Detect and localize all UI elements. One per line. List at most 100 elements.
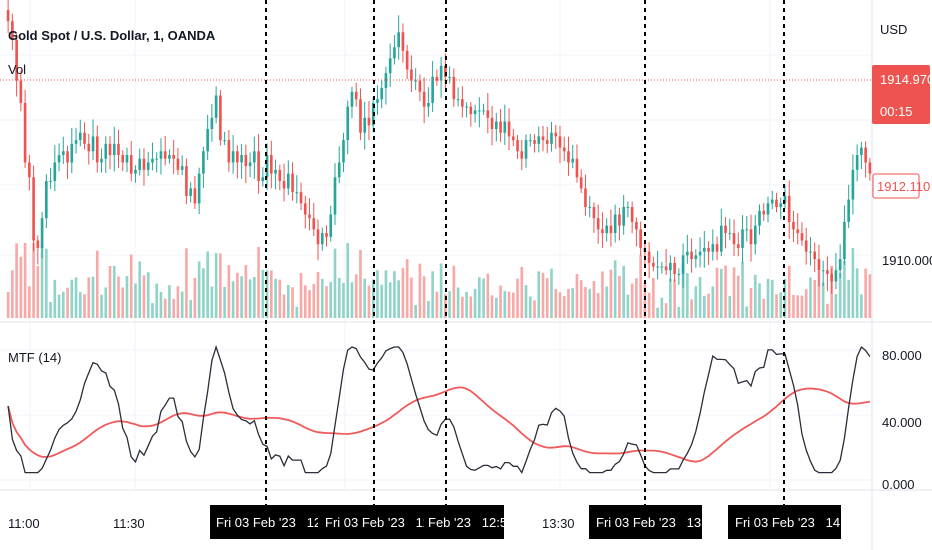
volume-bar [180, 291, 184, 318]
candle-body [384, 73, 388, 89]
volume-bar [452, 265, 456, 318]
candle-body [533, 140, 536, 144]
candle-body [575, 158, 579, 178]
volume-bar [719, 268, 723, 318]
candle-body [91, 136, 95, 152]
volume-bar [690, 299, 693, 318]
volume-bar [575, 274, 579, 318]
volume-bar [855, 268, 859, 318]
volume-bar [864, 268, 867, 318]
candle-body [346, 106, 350, 141]
volume-bar [210, 286, 214, 318]
crosshair-time-label-1: Fri 03 Feb '23 12:09 [210, 505, 339, 539]
volume-bar [189, 299, 192, 318]
candle-body [159, 151, 163, 159]
crosshair-time-text: Fri 03 Feb '23 14:34 [735, 515, 858, 530]
candle-body [185, 166, 188, 196]
volume-bar [363, 278, 367, 318]
volume-bar [813, 279, 817, 318]
candle-body [486, 110, 490, 118]
volume-bar [91, 276, 95, 318]
currency-label[interactable]: USD [880, 22, 907, 37]
volume-bar [741, 261, 744, 318]
volume-bar [779, 292, 783, 318]
candle-body [499, 121, 502, 133]
volume-bar [104, 287, 108, 318]
candle-body [681, 255, 685, 274]
candle-body [461, 99, 464, 107]
volume-bar [533, 300, 536, 318]
indicator-label[interactable]: MTF (14) [8, 350, 61, 365]
candle-body [673, 262, 676, 274]
candle-body [231, 151, 235, 163]
candle-body [864, 147, 867, 163]
volume-bar [511, 292, 515, 318]
candle-body [707, 247, 710, 252]
candle-body [95, 136, 99, 163]
candle-body [520, 151, 524, 159]
mtf-signal-line [7, 386, 871, 463]
candle-body [766, 203, 770, 215]
volume-bar [117, 276, 120, 318]
volume-bar [134, 283, 137, 318]
volume-bar [618, 275, 621, 318]
volume-bar [528, 296, 532, 318]
candle-body [494, 121, 498, 129]
candle-body [664, 266, 668, 271]
candle-body [342, 140, 345, 163]
symbol-title[interactable]: Gold Spot / U.S. Dollar, 1, OANDA [8, 28, 216, 43]
candle-body [775, 199, 778, 208]
volume-bar [236, 272, 239, 318]
volume-bar [45, 248, 48, 318]
candle-body [804, 240, 808, 252]
candle-body [511, 136, 515, 141]
volume-bar [410, 277, 413, 318]
candle-body [74, 140, 78, 144]
volume-bar [499, 285, 502, 318]
volume-bar [197, 261, 201, 318]
volume-bar [834, 293, 838, 318]
volume-bar [686, 273, 689, 318]
volume-bar [193, 277, 197, 318]
candle-body [571, 158, 575, 163]
candle-body [473, 110, 477, 115]
candle-body [855, 155, 859, 170]
volume-bar [121, 287, 125, 318]
last-price-value: 1914.970 [880, 72, 932, 87]
osc-tick-40: 40.000 [882, 415, 922, 430]
candle-body [465, 106, 468, 108]
crosshair-time-label-3: Feb '23 12:59 [424, 505, 514, 539]
candle-body [61, 151, 65, 155]
candle-body [715, 244, 719, 252]
volume-bar [762, 298, 766, 318]
candle-body [482, 110, 485, 112]
candle-body [410, 69, 413, 81]
time-tick-1330: 13:30 [542, 516, 575, 531]
candle-body [732, 233, 736, 245]
volume-bar [95, 250, 99, 318]
volume-bar [257, 246, 260, 318]
candle-body [435, 76, 439, 81]
volume-bar [681, 263, 685, 318]
candle-body [405, 50, 409, 70]
candle-body [758, 210, 761, 226]
candle-body [180, 166, 184, 170]
volume-label[interactable]: Vol [8, 62, 26, 77]
candle-body [146, 162, 150, 170]
candle-body [274, 169, 277, 174]
candle-body [134, 169, 137, 174]
volume-bar [724, 265, 727, 318]
candle-body [257, 151, 260, 182]
candle-body [469, 106, 473, 115]
candle-body [834, 270, 838, 282]
volume-bar [482, 278, 485, 318]
candle-body [741, 229, 744, 248]
volume-bar [435, 291, 439, 318]
candle-body [478, 110, 481, 112]
volume-bar [286, 284, 290, 318]
volume-bar [299, 272, 303, 318]
volume-bar [342, 282, 345, 318]
volume-bar [19, 256, 23, 318]
crosshair-time-text: Feb '23 12:59 [428, 515, 514, 530]
